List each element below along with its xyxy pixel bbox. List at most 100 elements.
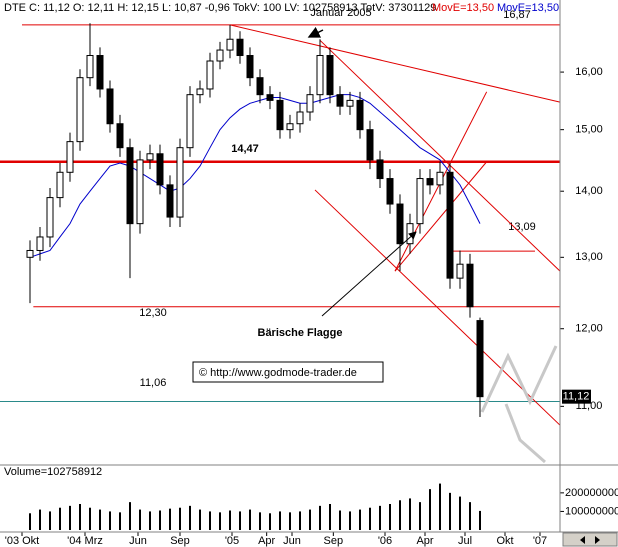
volume-bar (449, 492, 451, 530)
volume-bar (469, 502, 471, 530)
volume-bar (79, 504, 81, 530)
volume-bar (269, 513, 271, 530)
y-tick-label: 13,00 (575, 251, 603, 263)
volume-bar (99, 509, 101, 530)
scroll-arrows[interactable] (580, 536, 600, 544)
candle-body (146, 153, 154, 161)
candle-body (336, 94, 344, 107)
x-tick-label: '03 Okt (5, 535, 40, 547)
last-price-label: 11,12 (563, 391, 590, 403)
x-tick-label: Jul (458, 535, 472, 547)
watermark-box (192, 361, 384, 383)
volume-bar (69, 505, 71, 530)
volume-bar (59, 507, 61, 530)
candle-body (306, 94, 314, 113)
candle-body (296, 111, 304, 125)
candle-body (356, 99, 364, 131)
volume-bar (159, 510, 161, 530)
volume-bar (299, 511, 301, 530)
header: DTE C: 11,12 O: 12,11 H: 12,15 L: 10,87 … (4, 2, 436, 14)
volume-bar (189, 505, 191, 530)
ma-label: MovE=13,50 (497, 2, 559, 14)
level-label: 12,30 (139, 307, 167, 319)
volume-bar (279, 511, 281, 530)
volume-bar (429, 489, 431, 530)
volume-bar (339, 510, 341, 530)
candle-body (456, 263, 464, 279)
volume-bar (439, 483, 441, 530)
candle-body (186, 94, 194, 149)
candle-body (406, 223, 414, 245)
volume-bar (459, 496, 461, 530)
volume-bar (39, 509, 41, 530)
volume-bar (289, 512, 291, 530)
candle-body (436, 171, 444, 186)
candle-body (266, 94, 274, 101)
candle-body (46, 197, 54, 238)
candle-body (226, 38, 234, 51)
trendline (229, 24, 561, 103)
volume-bar (199, 509, 201, 530)
volume-bar (49, 511, 51, 530)
volume-bar (379, 505, 381, 530)
volume-bar (179, 507, 181, 530)
volume-bar (249, 509, 251, 530)
x-tick-label: Jun (129, 535, 147, 547)
volume-bar (259, 512, 261, 530)
volume-bar (229, 510, 231, 530)
candle-body (126, 147, 134, 225)
candle-body (76, 77, 84, 143)
x-tick-label: Jun (283, 535, 301, 547)
volume-bar (369, 507, 371, 530)
x-tick-label: '04 Mrz (67, 535, 103, 547)
candle-body (386, 178, 394, 205)
candle-body (106, 88, 114, 125)
candle-body (66, 141, 74, 173)
y-tick-label: 16,00 (575, 66, 603, 78)
ma-label: MovE=13,50 (432, 2, 494, 14)
x-tick-label: '07 (533, 535, 547, 547)
volume-title: Volume=102758912 (4, 466, 102, 478)
y-tick-label: 12,00 (575, 323, 603, 335)
candle-body (446, 171, 454, 279)
moving-average (29, 94, 481, 258)
candle-body (246, 55, 254, 79)
volume-bar (419, 502, 421, 530)
candle-body (156, 153, 164, 186)
volume-bar (29, 513, 31, 530)
annotation: Januar 2005 (310, 7, 371, 19)
volume-bar (129, 502, 131, 530)
x-tick-label: Apr (416, 535, 433, 547)
x-tick-label: Sep (324, 535, 344, 547)
volume-bar (89, 507, 91, 530)
candle-body (206, 60, 214, 90)
candle-body (86, 55, 94, 79)
candle-body (426, 178, 434, 186)
watermark: © http://www.godmode-trader.de (199, 367, 357, 379)
volume-tick-label: 100000000 (565, 505, 618, 517)
candle-body (36, 236, 44, 251)
x-tick-label: '05 (225, 535, 239, 547)
volume-bar (329, 504, 331, 530)
annotation: Bärische Flagge (258, 327, 343, 339)
y-tick-label: 14,00 (575, 185, 603, 197)
volume-bar (109, 511, 111, 530)
level-label: 11,06 (140, 377, 167, 389)
candle-body (196, 88, 204, 96)
volume-bar (149, 511, 151, 530)
volume-bar (349, 511, 351, 530)
forecast-path (504, 403, 546, 464)
candle-body (466, 263, 474, 308)
candle-body (236, 38, 244, 57)
candle-body (166, 184, 174, 218)
scrollbar[interactable] (562, 532, 618, 547)
volume-bar (319, 505, 321, 530)
candle-body (136, 159, 144, 225)
candle-body (96, 55, 104, 90)
arrow (321, 231, 417, 317)
arrow (307, 26, 324, 38)
y-tick-label: 15,00 (575, 124, 603, 136)
